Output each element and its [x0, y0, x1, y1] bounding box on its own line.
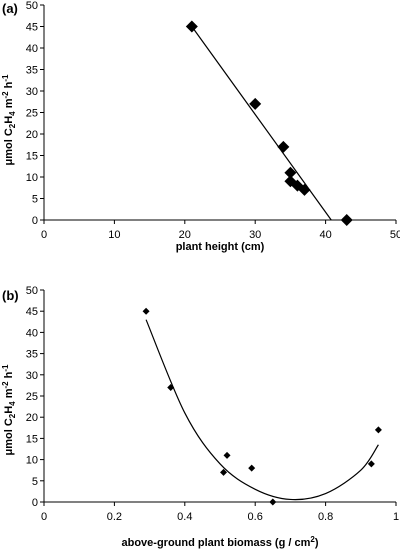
x-tick-label: 20	[179, 229, 191, 241]
y-tick-label: 30	[26, 86, 38, 98]
trendline	[145, 319, 379, 501]
y-tick-label: 45	[26, 22, 38, 34]
panel-b-y-axis-title: μmol C2H4 m-2 h-1	[1, 364, 17, 456]
data-point	[269, 498, 277, 506]
y-tick-label: 50	[26, 285, 38, 297]
data-point	[284, 166, 297, 179]
y-tick-label: 5	[32, 194, 38, 206]
y-tick-label: 30	[26, 370, 38, 382]
y-tick-label: 40	[26, 327, 38, 339]
y-tick-label: 35	[26, 349, 38, 361]
data-point	[249, 97, 262, 110]
panel-a-label: (a)	[2, 1, 18, 16]
x-tick-label: 30	[249, 229, 261, 241]
data-point	[340, 214, 353, 226]
data-point	[167, 384, 175, 392]
x-tick-label: 40	[319, 229, 331, 241]
panel-a-x-axis-title: plant height (cm)	[176, 241, 265, 253]
y-tick-label: 0	[32, 215, 38, 227]
data-point	[223, 451, 231, 459]
data-point	[185, 20, 198, 33]
y-tick-label: 20	[26, 129, 38, 141]
x-tick-label: 10	[108, 229, 120, 241]
y-tick-label: 15	[26, 433, 38, 445]
y-tick-label: 20	[26, 412, 38, 424]
x-tick-label: 50	[390, 229, 400, 241]
panel-b-plot: 0 5 10 15 20 25 30 35 40 45 50 0 0.2 0.4 0.6 0.8 1	[26, 285, 399, 523]
y-tick-label: 10	[26, 455, 38, 467]
x-tick-label: 0.6	[248, 511, 263, 523]
x-tick-label: 0.8	[318, 511, 333, 523]
data-point	[248, 464, 256, 472]
panel-b-x-axis-title: above-ground plant biomass (g / cm2)	[122, 535, 319, 549]
panel-b-label: (b)	[2, 288, 19, 303]
y-tick-label: 50	[26, 0, 38, 12]
x-tick-label: 0.4	[177, 511, 192, 523]
y-tick-label: 35	[26, 65, 38, 77]
panel-a-y-axis-title: μmol C2H4 m-2 h-1	[1, 74, 17, 166]
panel-a-plot: 0 5 10 15 20 25 30 35 40 45 50 0 10 20 30 40 50	[26, 0, 400, 241]
y-tick-label: 25	[26, 108, 38, 120]
x-tick-label: 0.2	[107, 511, 122, 523]
y-tick-label: 10	[26, 172, 38, 184]
y-tick-label: 0	[32, 497, 38, 509]
x-tick-label: 0	[41, 511, 47, 523]
data-point	[142, 307, 150, 315]
y-tick-label: 45	[26, 306, 38, 318]
data-point	[298, 183, 311, 196]
y-tick-label: 15	[26, 151, 38, 163]
data-point	[367, 460, 375, 468]
x-tick-label: 1	[393, 511, 399, 523]
x-tick-label: 0	[41, 229, 47, 241]
data-point	[220, 468, 228, 476]
data-point	[277, 140, 290, 153]
y-tick-label: 5	[32, 476, 38, 488]
y-tick-label: 25	[26, 391, 38, 403]
y-tick-label: 40	[26, 43, 38, 55]
trendline	[191, 26, 332, 221]
data-point	[374, 426, 382, 434]
